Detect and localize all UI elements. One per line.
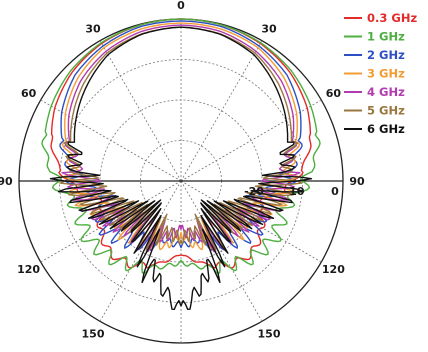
series-line-6-ghz	[49, 26, 313, 310]
angle-tick-label: 30	[261, 23, 277, 36]
grid-spoke	[180, 180, 263, 322]
grid-spoke	[99, 180, 182, 322]
angle-tick-label: 60	[326, 87, 342, 100]
legend-label: 4 GHz	[367, 85, 405, 99]
legend: 0.3 GHz 1 GHz 2 GHz 3 GHz 4 GHz 5 GHz 6 GHz	[344, 11, 417, 136]
series-line-3-ghz	[61, 22, 301, 251]
grid-spoke	[99, 40, 182, 182]
radial-tick-label: -20	[244, 185, 264, 198]
angle-tick-label: 0	[177, 0, 185, 12]
angle-tick-label: 30	[85, 23, 101, 36]
grid-spoke	[40, 99, 182, 182]
series-curves	[41, 18, 321, 310]
grid-spoke	[180, 99, 322, 182]
angle-tick-label: 60	[21, 87, 37, 100]
series-line-0-3-ghz	[50, 18, 312, 269]
angle-tick-label: 90	[349, 175, 365, 188]
legend-label: 2 GHz	[367, 48, 405, 62]
legend-label: 5 GHz	[367, 104, 405, 118]
legend-label: 3 GHz	[367, 67, 405, 81]
angle-tick-label: 150	[258, 327, 281, 340]
grid-spoke	[180, 40, 263, 182]
series-line-1-ghz	[41, 18, 321, 275]
radial-tick-label: 0	[331, 185, 339, 198]
angle-tick-label: 120	[322, 263, 345, 276]
series-line-2-ghz	[59, 20, 303, 251]
radial-tick-label: -10	[285, 185, 305, 198]
angle-tick-label: 90	[0, 175, 13, 188]
angle-tick-label: 120	[17, 263, 40, 276]
legend-label: 6 GHz	[367, 122, 405, 136]
legend-label: 1 GHz	[367, 30, 405, 44]
series-line-4-ghz	[61, 24, 301, 253]
legend-label: 0.3 GHz	[367, 11, 417, 25]
series-line-5-ghz	[59, 26, 303, 253]
angle-tick-label: 150	[82, 327, 105, 340]
angle-labels: 0306090120150180150120906030-20-100	[0, 0, 365, 352]
